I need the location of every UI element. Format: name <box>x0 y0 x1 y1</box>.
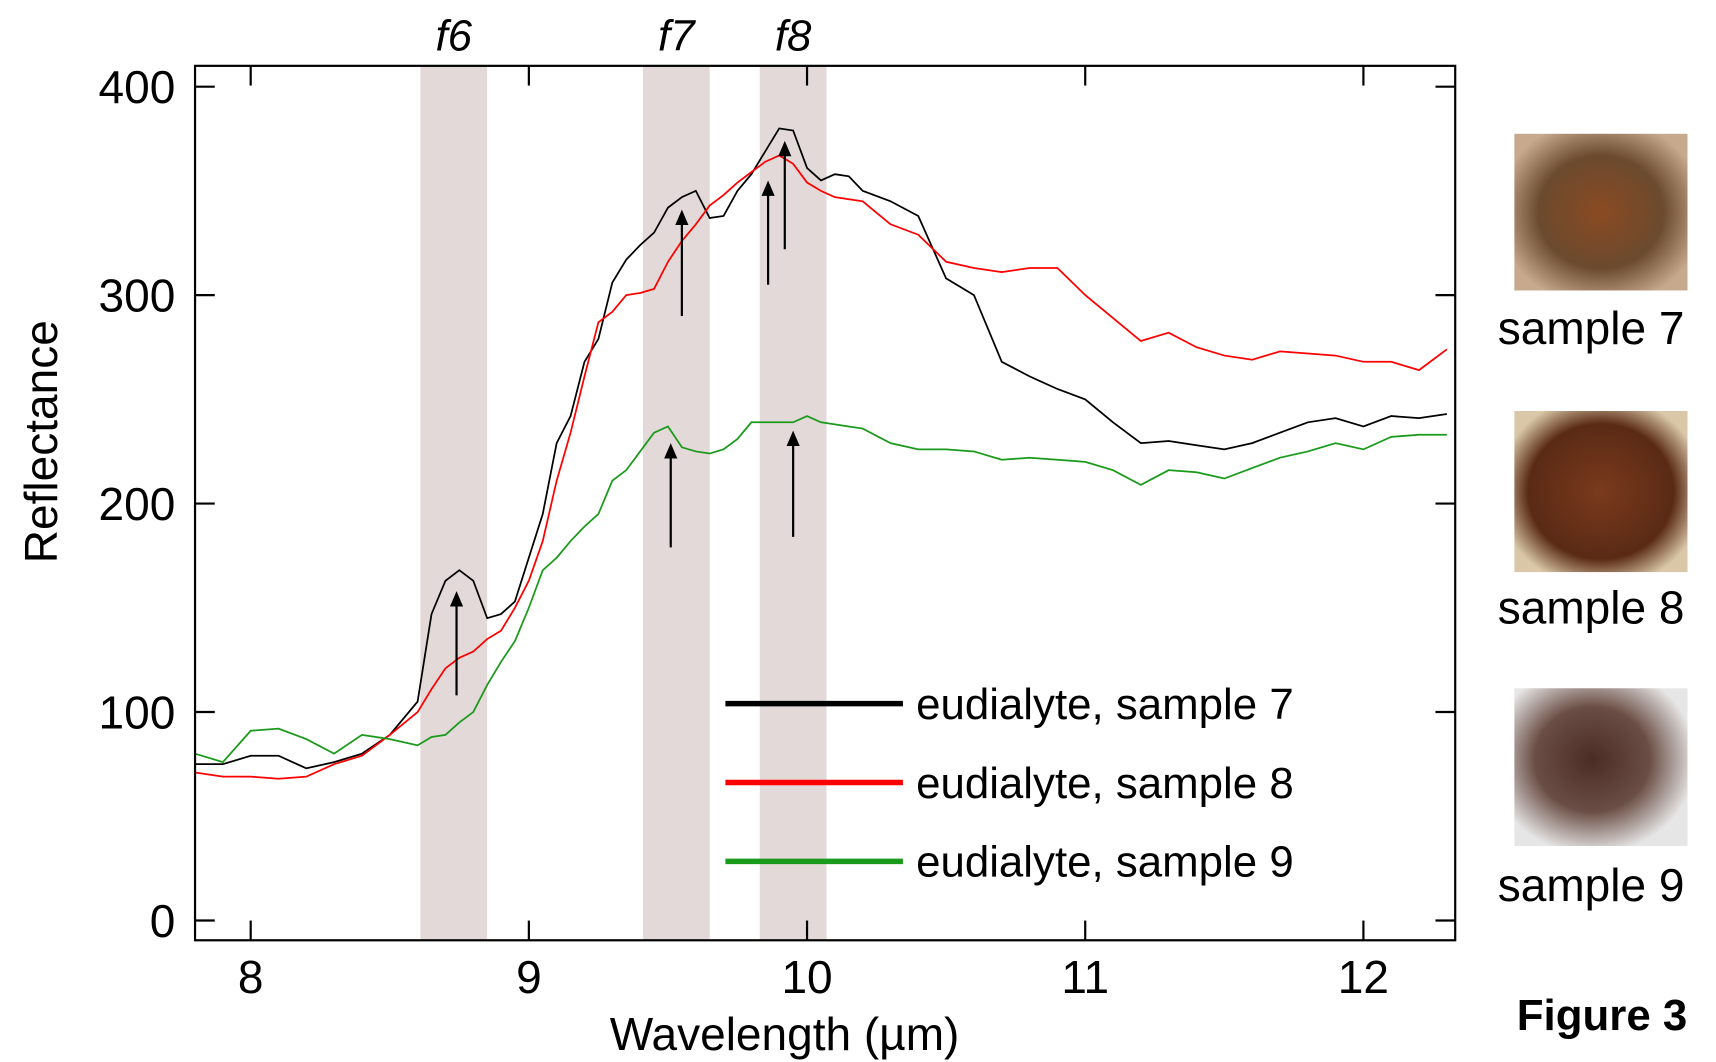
series-line <box>195 127 1448 770</box>
figure-title: Figure 3 <box>1517 991 1687 1040</box>
y-axis-title: Reflectance <box>15 320 67 563</box>
x-tick-label: 11 <box>1061 951 1109 1003</box>
x-tick-label: 8 <box>238 951 264 1003</box>
band-label: f8 <box>775 11 812 60</box>
arrow-head <box>675 209 689 226</box>
arrow-head <box>761 180 775 196</box>
arrow-head <box>786 430 800 446</box>
series-line <box>194 415 1447 764</box>
sample-photo <box>1514 133 1688 291</box>
legend-label: eudialyte, sample 8 <box>916 759 1294 808</box>
y-tick-label: 200 <box>99 478 176 530</box>
arrow-head <box>778 140 792 157</box>
sample-label: sample 8 <box>1498 582 1685 634</box>
arrow-head <box>664 443 678 459</box>
band-label: f6 <box>435 11 472 60</box>
y-tick-label: 400 <box>99 61 176 113</box>
band-label: f7 <box>658 11 696 60</box>
legend-label: eudialyte, sample 7 <box>916 680 1294 729</box>
y-tick-label: 300 <box>99 270 176 322</box>
x-tick-label: 12 <box>1338 951 1389 1003</box>
x-axis-title: Wavelength (µm) <box>610 1008 960 1060</box>
feature-band <box>642 65 710 941</box>
y-tick-label: 100 <box>99 686 176 738</box>
sample-photo <box>1514 688 1688 847</box>
x-tick-label: 9 <box>516 951 542 1003</box>
y-tick-label: 0 <box>150 895 176 947</box>
sample-label: sample 9 <box>1498 859 1685 911</box>
arrow-head <box>449 591 464 607</box>
legend-label: eudialyte, sample 9 <box>916 838 1294 887</box>
x-tick-label: 10 <box>781 951 832 1003</box>
sample-label: sample 7 <box>1498 302 1685 354</box>
sample-photo <box>1514 411 1688 573</box>
series-line <box>194 154 1448 780</box>
feature-band <box>420 65 488 941</box>
